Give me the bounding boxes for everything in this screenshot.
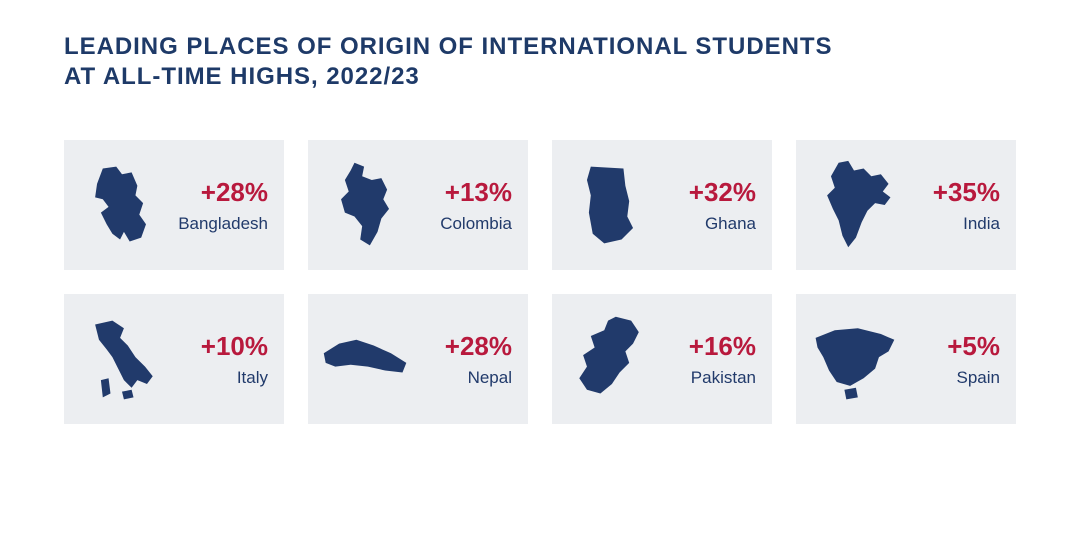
card-text: +35% India (902, 177, 1000, 234)
map-icon-ghana (562, 157, 658, 253)
card-bangladesh: +28% Bangladesh (64, 140, 284, 270)
country-label: India (963, 214, 1000, 234)
map-icon-colombia (318, 157, 414, 253)
country-grid: +28% Bangladesh +13% Colombia +32% Ghana (64, 140, 1016, 424)
map-icon-india (806, 157, 902, 253)
country-label: Colombia (440, 214, 512, 234)
card-text: +32% Ghana (658, 177, 756, 234)
percent-value: +13% (445, 177, 512, 208)
card-text: +28% Nepal (414, 331, 512, 388)
country-label: Pakistan (691, 368, 756, 388)
country-label: Ghana (705, 214, 756, 234)
map-icon-bangladesh (74, 157, 170, 253)
card-text: +10% Italy (170, 331, 268, 388)
title-line-2: AT ALL-TIME HIGHS, 2022/23 (64, 63, 420, 90)
percent-value: +16% (689, 331, 756, 362)
page: LEADING PLACES OF ORIGIN OF INTERNATIONA… (0, 0, 1080, 456)
card-colombia: +13% Colombia (308, 140, 528, 270)
card-text: +28% Bangladesh (170, 177, 268, 234)
percent-value: +28% (445, 331, 512, 362)
card-pakistan: +16% Pakistan (552, 294, 772, 424)
country-label: Nepal (468, 368, 512, 388)
percent-value: +10% (201, 331, 268, 362)
percent-value: +28% (201, 177, 268, 208)
page-title: LEADING PLACES OF ORIGIN OF INTERNATIONA… (64, 32, 1016, 92)
country-label: Bangladesh (178, 214, 268, 234)
card-text: +16% Pakistan (658, 331, 756, 388)
percent-value: +5% (947, 331, 1000, 362)
card-india: +35% India (796, 140, 1016, 270)
card-ghana: +32% Ghana (552, 140, 772, 270)
map-icon-nepal (318, 311, 414, 407)
card-italy: +10% Italy (64, 294, 284, 424)
card-text: +13% Colombia (414, 177, 512, 234)
percent-value: +32% (689, 177, 756, 208)
map-icon-spain (806, 311, 902, 407)
map-icon-pakistan (562, 311, 658, 407)
title-line-1: LEADING PLACES OF ORIGIN OF INTERNATIONA… (64, 33, 832, 60)
country-label: Italy (237, 368, 268, 388)
percent-value: +35% (933, 177, 1000, 208)
card-text: +5% Spain (902, 331, 1000, 388)
country-label: Spain (957, 368, 1000, 388)
map-icon-italy (74, 311, 170, 407)
card-nepal: +28% Nepal (308, 294, 528, 424)
card-spain: +5% Spain (796, 294, 1016, 424)
